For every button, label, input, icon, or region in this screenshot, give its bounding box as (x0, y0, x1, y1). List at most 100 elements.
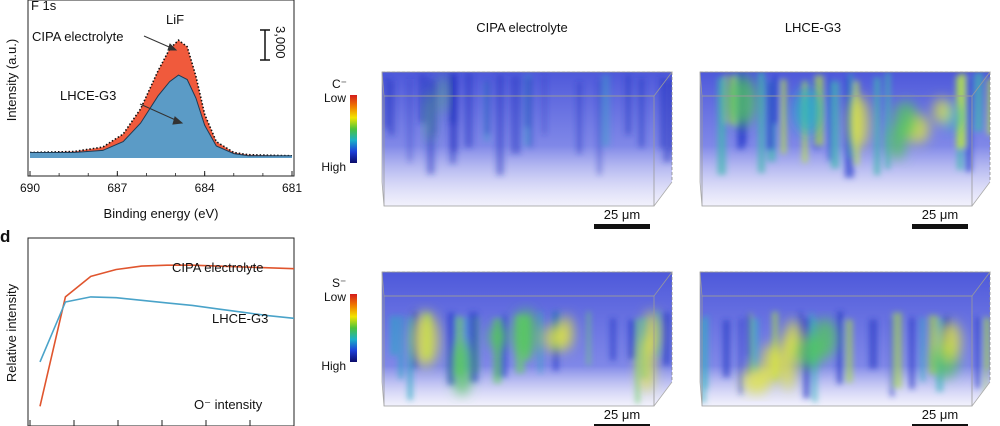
xps-annotation-arrows (139, 35, 184, 125)
tof-column-title-cipa: CIPA electrolyte (476, 20, 568, 35)
tof-3d-volumes: 25 μm 25 μm 25 μm 25 μm (381, 71, 991, 426)
volume-streak (758, 72, 765, 173)
volume-streak (528, 77, 533, 148)
colorbar-c-low: Low (324, 91, 346, 105)
volume-streak (869, 319, 878, 369)
volume-hotspot (793, 88, 823, 135)
tof-volume-s-lhce-edge-bottom-left (699, 381, 703, 407)
tof-volume-c-cipa-body (382, 72, 672, 206)
tof-volume-c-lhce-scale-label: 25 μm (922, 207, 958, 222)
volume-streak (874, 77, 881, 175)
volume-streak (587, 311, 591, 366)
xps-scale-label: 3,000 (273, 26, 288, 59)
tof-volume-s-lhce-scale-bar (912, 424, 968, 426)
tof-volume-c-lhce-scale-bar (912, 224, 968, 229)
line-series (39, 264, 295, 407)
volume-streak (398, 315, 404, 379)
volume-streak (750, 318, 759, 373)
xps-area-lhce (30, 75, 292, 158)
xps-panel: F 1s 690 687 684 681 Binding energy (eV) In… (4, 0, 302, 221)
volume-streak (845, 319, 853, 383)
colorbar-c: C⁻ Low High (321, 77, 357, 174)
volume-hotspot (939, 321, 962, 361)
volume-streak (496, 74, 504, 176)
volume-streak (830, 81, 840, 169)
volume-streak (836, 311, 844, 384)
tof-volume-c-cipa-edge-bottom-left (381, 181, 385, 207)
volume-streak (493, 318, 502, 384)
volume-streak (974, 72, 983, 132)
tof-volume-s-lhce-edge-bottom-right (971, 381, 991, 407)
volume-streak (388, 80, 395, 136)
volume-hotspot (544, 324, 566, 353)
volume-streak (628, 319, 637, 360)
volume-streak (447, 312, 456, 385)
volume-streak (468, 311, 479, 382)
volume-streak (909, 317, 915, 389)
volume-streak (669, 77, 672, 151)
xps-curve-cipa (29, 39, 293, 157)
volume-streak (985, 318, 990, 370)
colorbar-s-low: Low (324, 290, 346, 304)
volume-hotspot (779, 332, 796, 391)
tof-volume-s-lhce: 25 μm (699, 271, 991, 426)
colorbar-c-high: High (321, 160, 346, 174)
volume-streak (525, 76, 529, 128)
volume-streak (407, 317, 413, 401)
colorbar-s-ion: S⁻ (332, 276, 346, 290)
volume-streak (892, 312, 902, 389)
tof-volume-s-cipa-edge-bottom-left (381, 381, 385, 407)
volume-streak (704, 315, 709, 390)
volume-streak (738, 318, 743, 395)
xps-plot-frame (27, 0, 295, 177)
tof-volume-s-lhce-scale-label: 25 μm (922, 407, 958, 422)
xps-annotation-cipa: CIPA electrolyte (32, 29, 124, 44)
tof-volume-s-cipa-hotspots (412, 309, 660, 396)
line-label-lhce: LHCE-G3 (212, 311, 268, 326)
tof-volume-s-lhce-body (700, 272, 990, 406)
volume-streak (625, 74, 632, 135)
volume-streak (464, 72, 473, 148)
tof-volume-c-lhce: 25 μm (699, 71, 991, 229)
volume-streak (408, 78, 412, 162)
volume-streak (965, 78, 973, 172)
volume-streak (827, 77, 832, 161)
volume-hotspot (849, 95, 870, 149)
volume-streak (920, 317, 925, 382)
volume-streak (928, 315, 939, 375)
volume-streak (510, 76, 521, 154)
xps-annotation-lhce: LHCE-G3 (60, 88, 116, 103)
volume-hotspot (643, 311, 660, 356)
colorbar-s-gradient (350, 294, 357, 362)
xps-xlabel: Binding energy (eV) (104, 206, 219, 221)
volume-hotspot (436, 74, 451, 114)
line-ticks (29, 420, 295, 426)
tof-column-title-lhce: LHCE-G3 (785, 20, 841, 35)
line-label-cipa: CIPA electrolyte (172, 260, 264, 275)
volume-hotspot (423, 92, 436, 144)
colorbar-s: S⁻ Low High (321, 276, 357, 373)
xps-scale-bar: 3,000 (260, 26, 288, 61)
volume-streak (597, 79, 602, 175)
xps-tick-label: 681 (282, 181, 302, 195)
xps-curve-lhce (30, 74, 292, 157)
line-series-lhce (39, 296, 295, 363)
volume-streak (975, 317, 981, 389)
tof-volume-s-lhce-hotspots (742, 318, 962, 394)
xps-ylabel: Intensity (a.u.) (4, 39, 19, 121)
volume-hotspot (933, 98, 951, 124)
xps-title: F 1s (31, 0, 57, 13)
volume-streak (542, 75, 546, 135)
tof-volume-c-cipa-edge-bottom-right (653, 181, 673, 207)
colorbar-s-high: High (321, 359, 346, 373)
tof-volume-c-lhce-edge-bottom-left (699, 181, 703, 207)
volume-streak (662, 312, 671, 366)
line-plot-frame (27, 237, 295, 426)
tof-volume-c-cipa-scale-label: 25 μm (604, 207, 640, 222)
line-annotation: O⁻ intensity (194, 397, 263, 412)
volume-streak (772, 75, 779, 124)
volume-streak (384, 76, 390, 129)
volume-streak (724, 75, 728, 124)
volume-hotspot (412, 311, 439, 367)
volume-streak (746, 317, 751, 356)
